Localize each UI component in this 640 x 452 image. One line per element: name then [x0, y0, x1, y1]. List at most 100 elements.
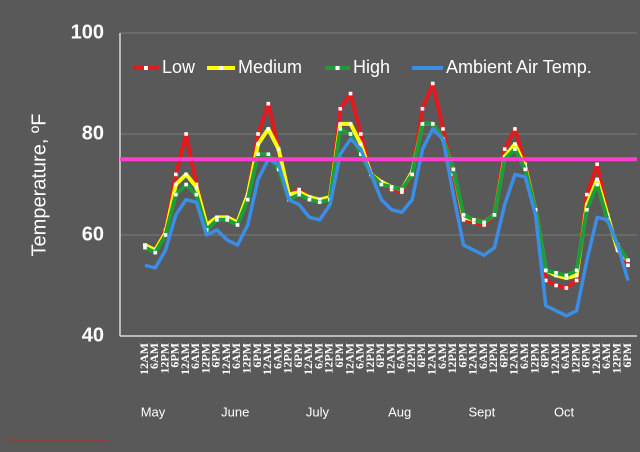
point-marker — [143, 245, 147, 250]
x-tick-label: 12PM — [198, 343, 212, 374]
point-marker — [317, 197, 322, 202]
point-marker — [595, 162, 599, 167]
x-tick-label: 6PM — [620, 343, 634, 368]
point-marker — [482, 223, 486, 227]
legend-label: High — [353, 57, 390, 77]
x-tick-label: 12PM — [445, 343, 459, 374]
point-marker — [297, 190, 301, 194]
x-tick-label: 6AM — [188, 343, 202, 369]
point-marker — [266, 152, 271, 156]
point-marker — [163, 233, 168, 237]
point-marker — [245, 197, 250, 202]
x-tick-label: 6PM — [538, 343, 552, 368]
point-marker — [451, 167, 456, 172]
legend-marker — [335, 66, 340, 70]
point-marker — [184, 132, 188, 136]
x-tick-label: 12AM — [466, 343, 480, 375]
point-marker — [482, 220, 486, 225]
point-marker — [194, 192, 199, 197]
point-marker — [554, 271, 558, 275]
x-tick-label: 6AM — [270, 343, 284, 369]
point-marker — [430, 122, 435, 126]
point-marker — [626, 263, 630, 268]
point-marker — [420, 122, 425, 126]
point-marker — [400, 187, 404, 192]
series-line — [144, 127, 630, 318]
point-marker — [184, 182, 188, 187]
point-marker — [461, 218, 466, 222]
point-marker — [348, 91, 353, 96]
point-marker — [574, 268, 579, 273]
point-marker — [348, 132, 353, 136]
point-marker — [461, 213, 466, 217]
x-tick-label: 6PM — [455, 343, 469, 368]
x-tick-label: 12PM — [609, 343, 623, 374]
point-marker — [554, 273, 558, 278]
legend-label: Medium — [238, 57, 302, 77]
point-marker — [153, 250, 158, 255]
x-tick-label: 12AM — [383, 343, 397, 375]
point-marker — [215, 218, 219, 222]
point-marker — [626, 258, 630, 263]
x-tick-label: 6PM — [496, 343, 510, 368]
point-marker — [430, 81, 435, 86]
x-tick-label: 12PM — [157, 343, 171, 374]
point-marker — [276, 147, 281, 151]
legend-label: Ambient Air Temp. — [446, 57, 592, 77]
point-marker — [389, 187, 394, 192]
x-tick-label: 6PM — [414, 343, 428, 368]
point-marker — [143, 243, 147, 247]
x-tick-label: 6AM — [558, 343, 572, 369]
point-marker — [174, 182, 178, 187]
x-tick-label: 12PM — [527, 343, 541, 374]
x-tick-label: 6AM — [353, 343, 367, 369]
month-label: July — [306, 404, 330, 419]
x-tick-label: 6AM — [311, 343, 325, 369]
point-marker — [574, 278, 579, 283]
point-marker — [389, 185, 394, 189]
x-tick-label: 6PM — [332, 343, 346, 368]
point-marker — [338, 106, 343, 111]
point-marker — [595, 177, 599, 182]
point-marker — [266, 101, 271, 106]
x-tick-label: 6PM — [209, 343, 223, 368]
y-axis-label: Temperature, ºF — [28, 114, 50, 257]
point-marker — [492, 213, 497, 217]
x-tick-label: 12AM — [260, 343, 274, 375]
x-tick-label: 6PM — [250, 343, 264, 368]
point-marker — [585, 207, 589, 212]
point-marker — [256, 142, 260, 146]
month-label: Sept — [468, 404, 495, 419]
x-tick-label: 6AM — [599, 343, 613, 369]
x-tick-label: 12PM — [486, 343, 500, 374]
month-label: May — [141, 404, 166, 419]
y-tick-label: 40 — [82, 324, 104, 346]
x-tick-label: 6AM — [394, 343, 408, 369]
x-tick-label: 12PM — [568, 343, 582, 374]
point-marker — [585, 192, 589, 197]
x-tick-label: 12AM — [219, 343, 233, 375]
point-marker — [461, 215, 466, 220]
point-marker — [441, 127, 445, 131]
x-tick-label: 12AM — [178, 343, 192, 375]
point-marker — [297, 187, 301, 192]
point-marker — [215, 215, 219, 220]
point-marker — [317, 200, 322, 204]
x-tick-label: 12PM — [322, 343, 336, 374]
point-marker — [502, 147, 507, 151]
legend-marker — [219, 66, 223, 70]
x-tick-label: 12AM — [424, 343, 438, 375]
x-tick-label: 6AM — [476, 343, 490, 369]
point-marker — [513, 147, 517, 151]
legend-marker — [144, 66, 148, 70]
point-marker — [174, 192, 178, 197]
point-marker — [348, 122, 353, 126]
point-marker — [184, 172, 188, 177]
point-marker — [564, 273, 569, 278]
point-marker — [225, 215, 230, 220]
x-tick-label: 12PM — [363, 343, 377, 374]
y-tick-label: 60 — [82, 223, 104, 245]
legend-label: Low — [162, 57, 196, 77]
